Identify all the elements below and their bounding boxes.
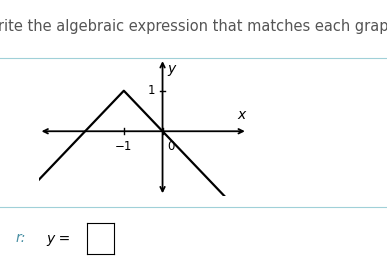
- Text: −1: −1: [115, 140, 132, 153]
- Text: 0: 0: [167, 140, 175, 153]
- Text: Write the algebraic expression that matches each graph:: Write the algebraic expression that matc…: [0, 19, 387, 34]
- Text: y: y: [168, 61, 176, 76]
- Text: x: x: [238, 108, 246, 122]
- Text: r:: r:: [15, 232, 26, 245]
- Text: y =: y =: [46, 232, 71, 245]
- Text: 1: 1: [148, 84, 156, 97]
